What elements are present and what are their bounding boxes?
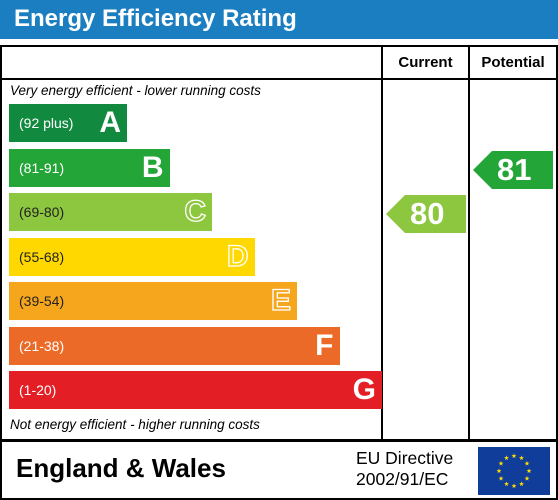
eu-flag-star [519,481,524,487]
band-range-label: (92 plus) [19,115,74,131]
page-title: Energy Efficiency Rating [14,5,297,32]
eu-directive-line1: EU Directive [356,448,454,468]
column-divider-current [381,47,383,439]
current-arrow-shape [386,195,466,233]
column-divider-potential [468,47,470,439]
band-letter: A [99,106,121,139]
band-range-label: (81-91) [19,159,65,176]
potential-column-header: Potential [481,54,545,71]
header-divider [2,78,556,80]
bottom-caption: Not energy efficient - higher running co… [10,417,260,432]
current-column-header: Current [398,54,453,71]
band-d: (55-68) D [9,237,255,276]
eu-flag-star [496,468,502,474]
eu-flag-star [511,453,517,459]
footer: England & Wales EU Directive 2002/91/EC [0,440,558,500]
eu-flag-star [524,475,530,481]
potential-rating-value: 81 [497,151,532,187]
eu-flag-star [511,483,517,489]
eu-flag-star [504,455,509,461]
band-c: (69-80) C [9,193,212,231]
band-b: (81-91) B [9,148,170,187]
rating-table: Current Potential Very energy efficient … [0,45,558,441]
band-range-label: (21-38) [19,337,65,354]
title-bar: Energy Efficiency Rating [0,0,558,39]
eu-flag-star [504,481,509,487]
eu-flag-star [524,460,530,466]
band-letter: C [184,194,207,228]
band-range-label: (69-80) [19,204,65,220]
band-a: (92 plus) A [9,104,127,142]
eu-directive-line2: 2002/91/EC [356,469,449,489]
top-caption: Very energy efficient - lower running co… [10,83,261,98]
band-range-label: (39-54) [19,293,65,309]
band-letter: G [352,373,376,406]
band-g: (1-20) G [9,371,382,409]
band-range-label: (1-20) [19,382,57,398]
eu-flag-star [519,455,524,461]
eu-flag-icon [478,447,550,495]
band-letter: B [141,150,164,184]
current-rating-value: 80 [410,196,445,231]
eu-flag-star [498,460,504,466]
band-letter: E [270,283,291,317]
band-letter: D [226,239,249,273]
band-f: (21-38) F [9,326,340,365]
current-rating-arrow: 80 [386,195,466,233]
band-e: (39-54) E [9,282,297,320]
eu-directive: EU Directive 2002/91/EC [356,448,453,490]
eu-flag-star [526,468,532,474]
eu-flag-star [498,475,504,481]
potential-rating-arrow: 81 [473,150,553,189]
band-letter: F [315,328,334,362]
band-range-label: (55-68) [19,248,65,265]
potential-arrow-shape [473,150,553,189]
region-label: England & Wales [16,453,226,483]
